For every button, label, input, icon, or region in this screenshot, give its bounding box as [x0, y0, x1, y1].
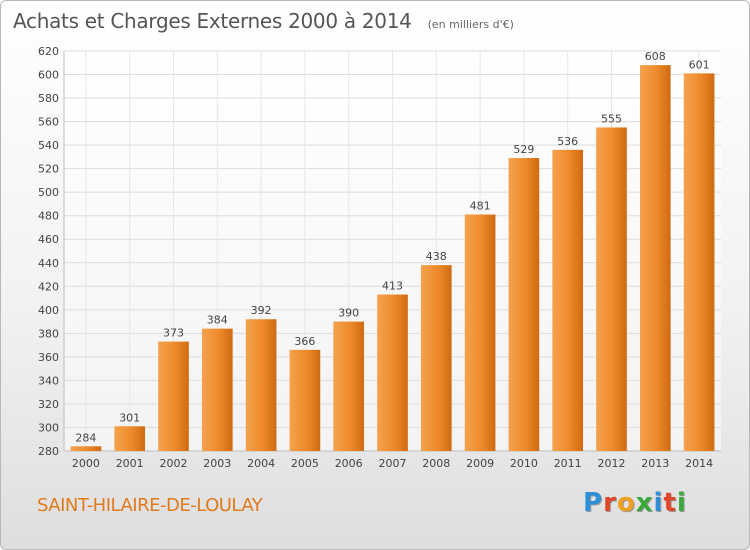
x-tick-label: 2002 [160, 457, 188, 470]
x-tick-label: 2003 [203, 457, 231, 470]
x-tick-label: 2001 [116, 457, 144, 470]
y-tick-label: 280 [38, 445, 59, 458]
x-tick-label: 2013 [641, 457, 669, 470]
y-tick-label: 420 [38, 280, 59, 293]
chart-title-text: Achats et Charges Externes 2000 à 2014 [13, 9, 412, 33]
data-label: 529 [513, 143, 534, 156]
y-tick-label: 480 [38, 210, 59, 223]
y-tick-label: 520 [38, 163, 59, 176]
x-tick-label: 2014 [685, 457, 713, 470]
y-tick-label: 560 [38, 116, 59, 129]
x-tick-label: 2012 [598, 457, 626, 470]
y-tick-label: 360 [38, 351, 59, 364]
y-tick-label: 460 [38, 233, 59, 246]
x-tick-label: 2006 [335, 457, 363, 470]
plot-area: 280 300 320 340 360 380 400 420 440 460 480 500 520 5… [38, 45, 721, 470]
x-tick-label: 2000 [72, 457, 100, 470]
y-tick-label: 440 [38, 257, 59, 270]
chart-title: Achats et Charges Externes 2000 à 2014 (… [13, 9, 514, 33]
y-tick-label: 580 [38, 92, 59, 105]
bar [333, 321, 365, 451]
logo-letter: r [603, 488, 617, 518]
y-tick-label: 540 [38, 139, 59, 152]
bar [289, 349, 321, 451]
data-label: 392 [251, 304, 272, 317]
bar [552, 149, 584, 451]
x-tick-label: 2007 [379, 457, 407, 470]
data-label: 536 [557, 135, 578, 148]
logo-letter: P [583, 488, 604, 518]
y-tick-label: 320 [38, 398, 59, 411]
y-tick-label: 340 [38, 374, 59, 387]
y-tick-label: 380 [38, 327, 59, 340]
proxiti-logo: Proxiti [583, 488, 687, 518]
data-label: 301 [119, 411, 140, 424]
bar [70, 446, 102, 451]
x-tick-label: 2011 [554, 457, 582, 470]
bar [508, 158, 540, 451]
bar [377, 294, 408, 451]
y-tick-label: 500 [38, 186, 59, 199]
bar [158, 341, 189, 451]
data-label: 601 [689, 58, 710, 71]
data-label: 608 [645, 50, 666, 63]
data-label: 555 [601, 112, 622, 125]
data-label: 390 [338, 307, 359, 320]
bar [639, 65, 671, 451]
logo-letter: t [663, 488, 677, 518]
y-tick-label: 400 [38, 304, 59, 317]
x-tick-label: 2005 [291, 457, 319, 470]
y-tick-label: 300 [38, 421, 59, 434]
data-label: 366 [294, 335, 315, 348]
data-label: 384 [207, 314, 228, 327]
bar [245, 319, 277, 451]
logo-letter: o [616, 488, 636, 518]
x-tick-label: 2009 [466, 457, 494, 470]
data-label: 481 [470, 200, 491, 213]
x-tick-label: 2008 [422, 457, 450, 470]
bar [464, 214, 496, 451]
data-label: 284 [75, 431, 96, 444]
bar [596, 127, 627, 452]
x-tick-label: 2010 [510, 457, 538, 470]
bar [114, 426, 146, 451]
bar [683, 73, 715, 452]
data-label: 413 [382, 280, 403, 293]
logo-letter: i [676, 488, 687, 518]
y-tick-label: 600 [38, 69, 59, 82]
data-label: 438 [426, 250, 447, 263]
chart-subtitle: (en milliers d'€) [427, 18, 514, 31]
logo-letter: i [653, 488, 664, 518]
commune-name: SAINT-HILAIRE-DE-LOULAY [37, 495, 263, 516]
x-tick-label: 2004 [247, 457, 275, 470]
bar [201, 328, 233, 451]
bar [420, 265, 452, 451]
data-label: 373 [163, 327, 184, 340]
logo-letter: x [635, 488, 654, 518]
y-tick-label: 620 [38, 45, 59, 58]
